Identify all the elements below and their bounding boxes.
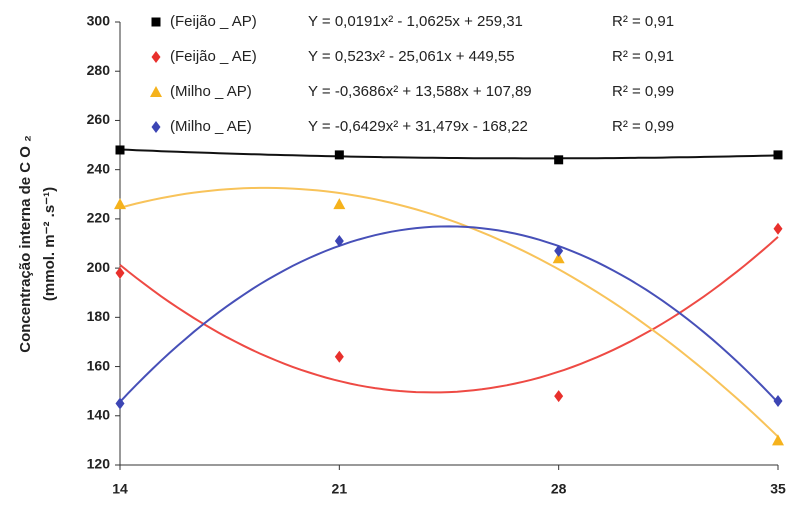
x-tick-label: 14	[112, 481, 128, 497]
marker	[114, 198, 126, 210]
legend-r2: R² = 0,99	[612, 118, 674, 135]
legend-marker	[151, 121, 161, 133]
trend-line	[119, 225, 779, 404]
marker	[773, 395, 783, 408]
y-tick-label: 300	[87, 13, 111, 29]
marker	[115, 145, 125, 155]
y-axis-label: (mmol. m⁻² .s⁻¹)	[41, 187, 58, 301]
legend-r2: R² = 0,99	[612, 83, 674, 100]
y-tick-label: 120	[87, 456, 111, 472]
marker	[554, 155, 564, 165]
legend-r2: R² = 0,91	[612, 13, 674, 30]
trend-line	[119, 186, 779, 438]
marker	[772, 434, 784, 446]
x-tick-label: 35	[770, 481, 786, 497]
legend-equation: Y = 0,523x² - 25,061x + 449,55	[308, 48, 515, 65]
marker	[115, 397, 125, 410]
y-tick-label: 220	[87, 210, 111, 226]
marker	[334, 350, 344, 363]
y-tick-label: 260	[87, 111, 111, 127]
legend-label: (Milho _ AP)	[170, 83, 252, 100]
legend-marker	[150, 86, 162, 97]
marker	[554, 244, 564, 257]
legend-label: (Feijão _ AP)	[170, 13, 257, 30]
legend-label: (Milho _ AE)	[170, 118, 252, 135]
x-tick-label: 21	[332, 481, 348, 497]
x-tick-label: 28	[551, 481, 567, 497]
marker	[773, 150, 783, 160]
y-tick-label: 200	[87, 259, 111, 275]
trend-line	[119, 148, 779, 160]
y-axis-label: Concentração interna de C O ₂	[17, 135, 34, 353]
marker	[552, 252, 565, 264]
marker	[554, 390, 564, 403]
marker	[334, 150, 344, 160]
legend-equation: Y = -0,6429x² + 31,479x - 168,22	[308, 118, 528, 135]
legend-label: (Feijão _ AE)	[170, 48, 257, 65]
marker	[333, 198, 346, 210]
legend-marker	[151, 51, 161, 63]
marker	[773, 222, 783, 235]
legend-equation: Y = -0,3686x² + 13,588x + 107,89	[308, 83, 532, 100]
legend-equation: Y = 0,0191x² - 1,0625x + 259,31	[308, 13, 523, 30]
trend-line	[119, 236, 779, 394]
y-tick-label: 160	[87, 357, 111, 373]
marker	[115, 267, 125, 280]
y-tick-label: 140	[87, 406, 111, 422]
marker	[334, 235, 344, 248]
y-tick-label: 280	[87, 62, 111, 78]
y-tick-label: 240	[87, 160, 111, 176]
legend-marker	[151, 17, 161, 27]
y-tick-label: 180	[87, 308, 111, 324]
legend-r2: R² = 0,91	[612, 48, 674, 65]
